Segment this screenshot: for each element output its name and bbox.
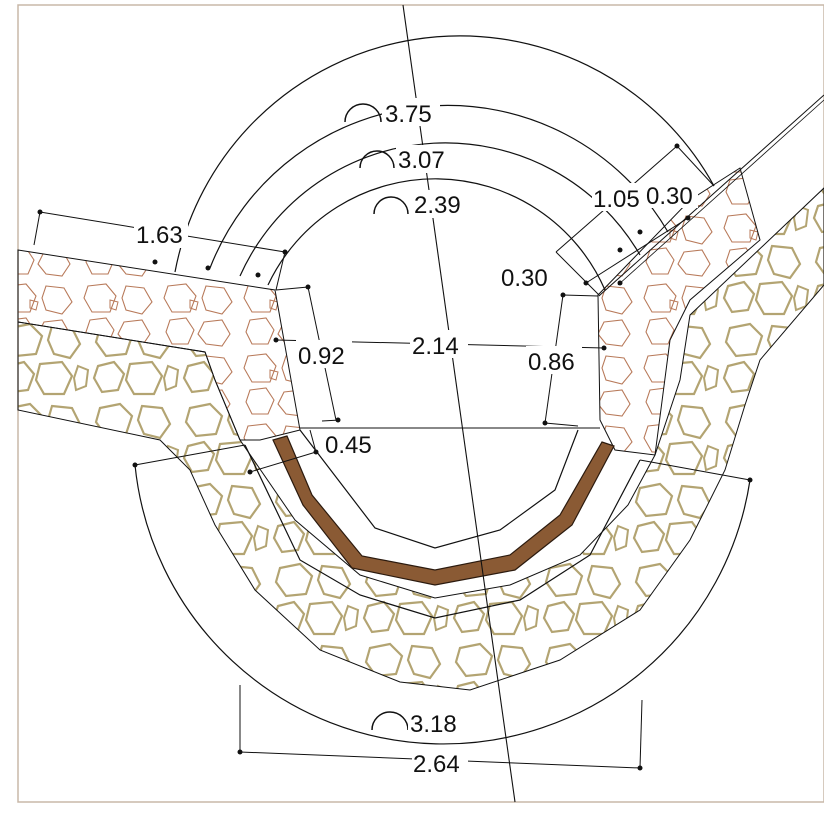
dim-liner-offset-ext <box>309 429 317 453</box>
dim-tick <box>637 765 643 771</box>
dim-left-height-ext <box>275 286 309 291</box>
dim-tick <box>37 209 43 215</box>
channel-outer-outline <box>244 444 641 619</box>
channel-inner-outline <box>299 429 579 549</box>
dim-tick <box>560 292 566 298</box>
label-inner-width: 2.14 <box>412 333 459 360</box>
dim-tick <box>335 417 341 423</box>
dim-tick <box>542 420 548 426</box>
dim-right-wall-ext2 <box>555 251 601 297</box>
dim-left-wall-ext2 <box>275 251 286 291</box>
dim-tick <box>247 469 253 475</box>
inner-stone-layer <box>17 249 301 441</box>
label-left-wall: 1.63 <box>136 222 183 249</box>
right-wall-edge-2 <box>617 99 824 286</box>
channel-liner <box>272 435 615 586</box>
label-right-height: 0.86 <box>528 349 575 376</box>
arc-symbol-318 <box>371 711 409 731</box>
dim-right-height-ext2 <box>544 422 579 427</box>
arc-symbol-239 <box>373 196 409 215</box>
dim-bottom-arc-ext <box>134 444 246 466</box>
dim-tick <box>583 280 589 286</box>
inner-stone-layer-right <box>597 167 761 456</box>
dim-tick <box>255 272 261 278</box>
dim-tick <box>305 284 311 290</box>
dim-liner-offset <box>249 451 317 473</box>
arc-innermost-dim <box>267 178 606 291</box>
label-right-wall-thickness: 0.30 <box>646 183 693 210</box>
label-bottom-span: 2.64 <box>413 751 460 778</box>
label-right-wall-outer: 1.05 <box>593 186 640 213</box>
dim-tick <box>747 477 753 483</box>
label-arc-outer: 3.75 <box>385 101 432 128</box>
dim-tick <box>617 280 623 286</box>
label-liner-offset: 0.45 <box>325 432 372 459</box>
outer-stone-layer <box>17 187 824 691</box>
dim-tick <box>637 229 643 235</box>
dim-tick <box>282 249 288 255</box>
dim-tick <box>601 345 607 351</box>
dim-bottom-span-ext2 <box>639 699 643 769</box>
dim-right-wall-ext <box>676 145 715 187</box>
dim-tick <box>152 259 158 265</box>
label-arc-inner: 2.39 <box>414 192 461 219</box>
dim-tick <box>674 143 680 149</box>
dim-tick <box>205 265 211 271</box>
dim-bottom-arc-ext2 <box>639 459 751 481</box>
right-wall-edge <box>599 94 824 296</box>
dim-tick <box>132 462 138 468</box>
dim-tick <box>313 449 319 455</box>
dim-right-height-ext <box>562 294 599 297</box>
dim-right-step <box>585 217 689 284</box>
dim-tick <box>685 215 691 221</box>
label-left-height: 0.92 <box>298 343 345 370</box>
dim-left-wall-ext <box>33 211 41 246</box>
centerline <box>402 4 516 803</box>
arc-symbol-375 <box>344 103 382 123</box>
dim-tick <box>237 749 243 755</box>
label-bottom-arc: 3.18 <box>410 711 457 738</box>
arc-bottom-dim <box>134 464 751 745</box>
arc-symbol-307 <box>359 150 395 169</box>
dim-tick <box>273 337 279 343</box>
arc-outer-dim <box>174 35 715 273</box>
dim-tick <box>617 247 623 253</box>
label-arc-middle: 3.07 <box>398 147 445 174</box>
label-right-inner-offset: 0.30 <box>501 265 548 292</box>
